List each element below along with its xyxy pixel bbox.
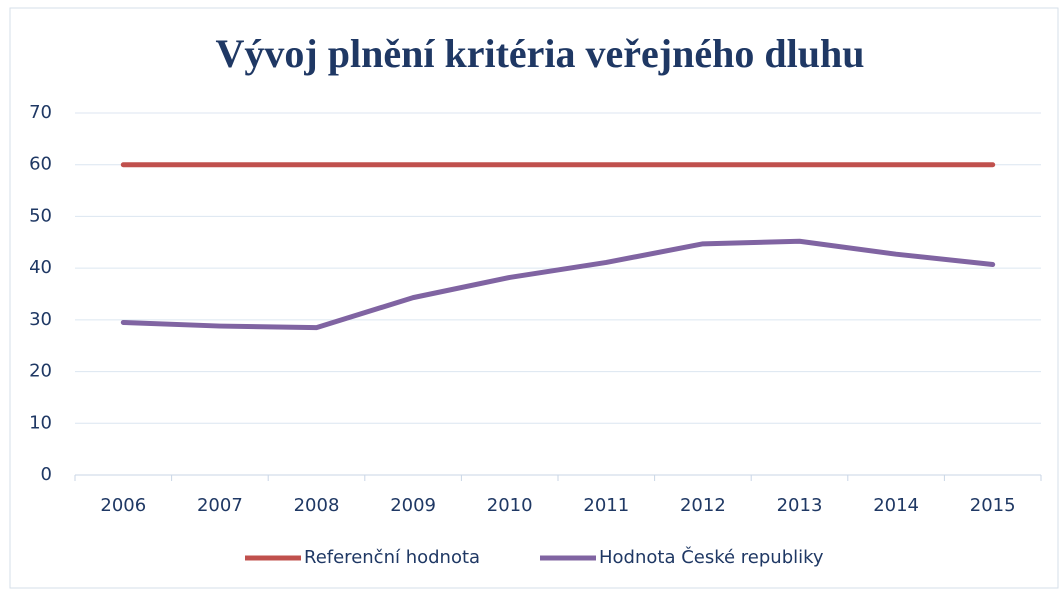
y-tick-label: 30 — [29, 309, 52, 330]
y-tick-label: 40 — [29, 257, 52, 278]
y-tick-label: 20 — [29, 361, 52, 382]
x-tick-label: 2007 — [197, 495, 243, 516]
x-tick-label: 2015 — [970, 495, 1016, 516]
x-tick-label: 2009 — [390, 495, 436, 516]
chart-frame — [9, 7, 1059, 589]
chart-title: Vývoj plnění kritéria veřejného dluhu — [216, 31, 865, 76]
x-tick-label: 2014 — [873, 495, 919, 516]
y-tick-label: 10 — [29, 412, 52, 433]
y-tick-label: 0 — [41, 464, 52, 485]
legend-label: Hodnota České republiky — [599, 546, 824, 568]
y-tick-label: 70 — [29, 102, 52, 123]
legend-label: Referenční hodnota — [304, 547, 480, 568]
x-tick-label: 2010 — [487, 495, 533, 516]
x-tick-label: 2006 — [100, 495, 146, 516]
x-tick-label: 2013 — [777, 495, 823, 516]
series-line — [120, 238, 996, 331]
y-tick-label: 60 — [29, 154, 52, 175]
x-tick-label: 2011 — [583, 495, 629, 516]
x-tick-label: 2008 — [294, 495, 340, 516]
y-tick-label: 50 — [29, 205, 52, 226]
x-tick-label: 2012 — [680, 495, 726, 516]
